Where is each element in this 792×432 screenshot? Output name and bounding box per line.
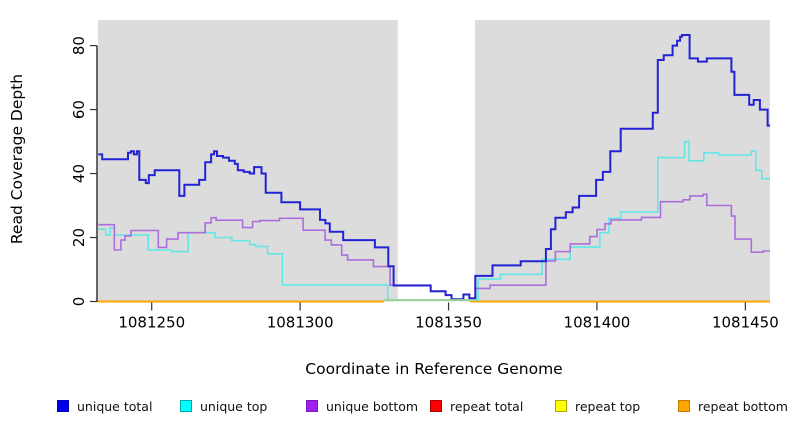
x-tick-label: 1081450 bbox=[712, 314, 779, 332]
legend-swatch-icon bbox=[555, 400, 567, 412]
legend-entry-repeat-bottom: repeat bottom bbox=[678, 398, 788, 414]
legend-entry-unique-top: unique top bbox=[180, 398, 267, 414]
legend-entry-unique-bottom: unique bottom bbox=[306, 398, 418, 414]
masked-region-band bbox=[397, 20, 475, 302]
series-line-unique-total bbox=[98, 34, 770, 301]
legend-label: unique total bbox=[77, 398, 153, 414]
series-line-unique-top bbox=[98, 140, 770, 301]
legend: unique total unique top unique bottom repea… bbox=[0, 398, 792, 418]
legend-entry-repeat-top: repeat top bbox=[555, 398, 640, 414]
legend-swatch-icon bbox=[180, 400, 192, 412]
y-tick-label: 60 bbox=[70, 100, 88, 119]
legend-label: unique bottom bbox=[326, 398, 419, 414]
legend-label: repeat total bbox=[450, 398, 524, 414]
x-tick-label: 1081350 bbox=[415, 314, 482, 332]
legend-label: repeat bottom bbox=[698, 398, 788, 414]
legend-swatch-icon bbox=[306, 400, 318, 412]
legend-swatch-icon bbox=[57, 400, 69, 412]
y-tick-label: 0 bbox=[70, 297, 88, 307]
legend-entry-unique-total: unique total bbox=[57, 398, 152, 414]
x-tick-label: 1081250 bbox=[118, 314, 185, 332]
y-tick-label: 40 bbox=[70, 164, 88, 183]
legend-entry-repeat-total: repeat total bbox=[430, 398, 523, 414]
legend-swatch-icon bbox=[430, 400, 442, 412]
x-axis-title: Coordinate in Reference Genome bbox=[305, 360, 563, 378]
legend-label: repeat top bbox=[575, 398, 641, 414]
y-tick-label: 20 bbox=[70, 228, 88, 247]
x-tick-label: 1081300 bbox=[267, 314, 334, 332]
legend-swatch-icon bbox=[678, 400, 690, 412]
y-axis-title: Read Coverage Depth bbox=[8, 73, 26, 245]
y-tick-label: 80 bbox=[70, 36, 88, 55]
x-tick-label: 1081400 bbox=[564, 314, 631, 332]
legend-label: unique top bbox=[200, 398, 268, 414]
